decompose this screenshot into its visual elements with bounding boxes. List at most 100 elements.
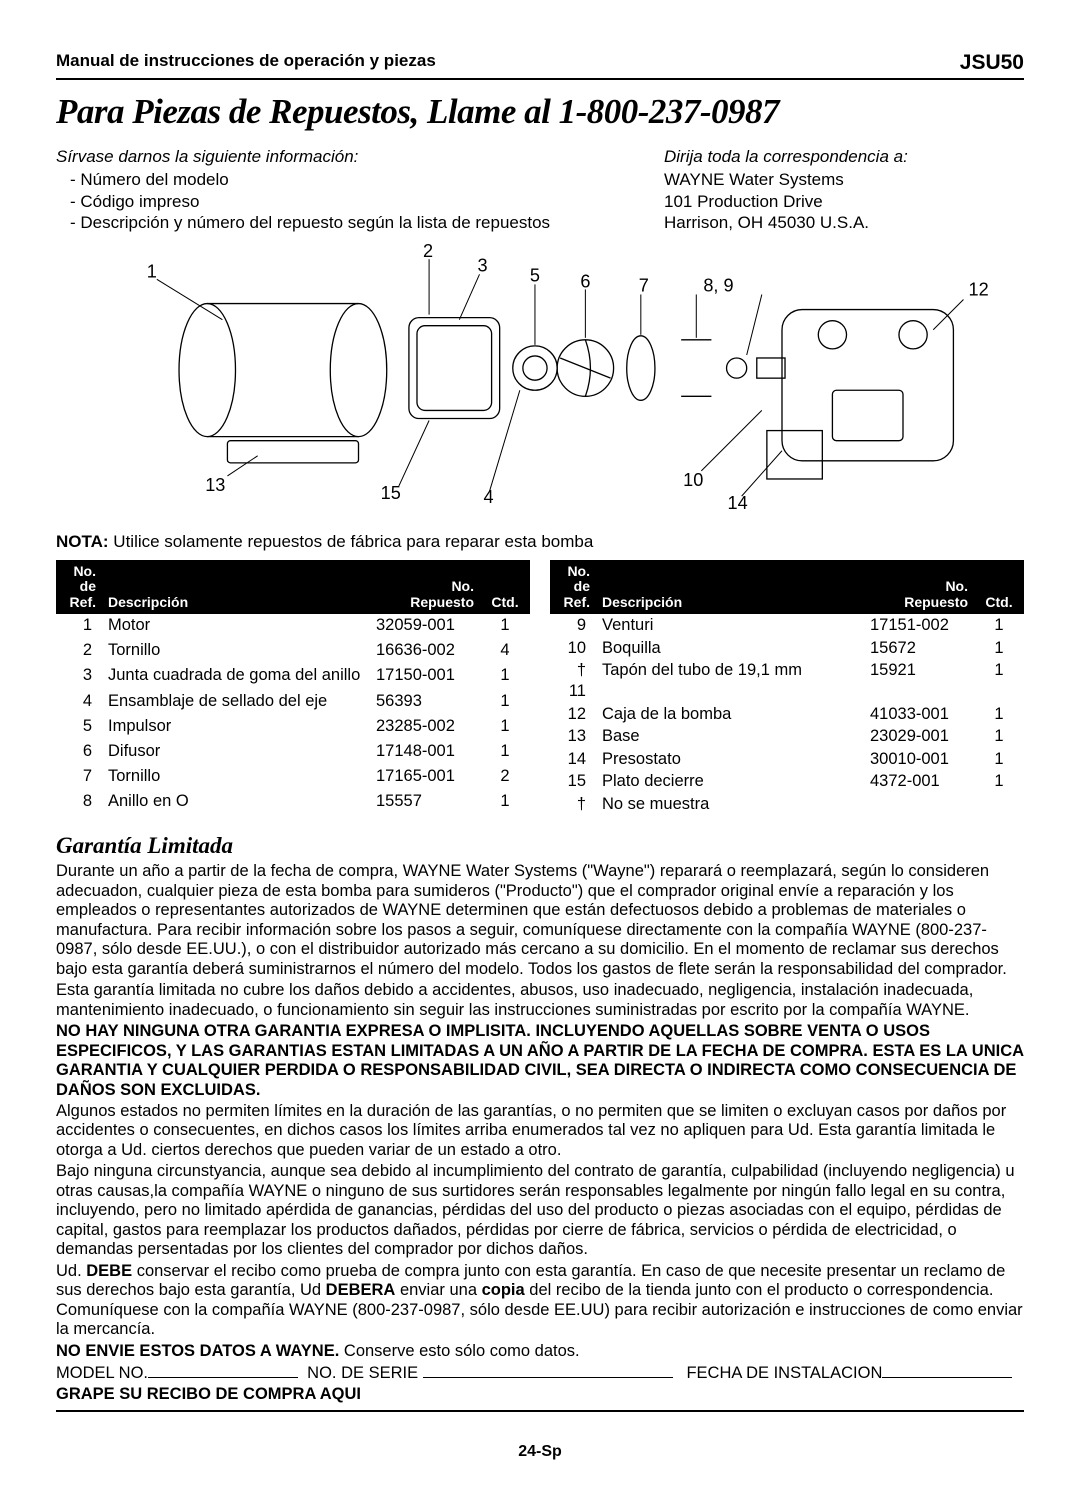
cell-part: 16636-002: [370, 639, 480, 664]
col-qty: Ctd.: [974, 560, 1024, 614]
cell-part: 17150-001: [370, 664, 480, 689]
cell-qty: [974, 793, 1024, 816]
cell-ref: 8: [56, 790, 102, 815]
warranty-p7: NO ENVIE ESTOS DATOS A WAYNE. Conserve e…: [56, 1342, 1024, 1361]
cell-desc: Junta cuadrada de goma del anillo: [102, 664, 370, 689]
cell-part: 23029-001: [864, 725, 974, 748]
col-ref: No.deRef.: [56, 560, 102, 614]
cell-qty: 1: [480, 614, 530, 639]
cell-qty: 1: [480, 690, 530, 715]
exploded-diagram: 1 2 3 5 6 7 8, 9 12 13 15 4 10 14: [56, 239, 1024, 521]
diagram-callout: 14: [728, 493, 748, 513]
table-row: 7Tornillo17165-0012: [56, 765, 530, 790]
cell-part: [864, 793, 974, 816]
cell-desc: Boquilla: [596, 637, 864, 660]
header-model-number: JSU50: [960, 50, 1024, 76]
col-desc: Descripción: [596, 560, 864, 614]
cell-qty: 1: [480, 740, 530, 765]
page-header: Manual de instrucciones de operación y p…: [56, 50, 1024, 80]
table-row: 5Impulsor23285-0021: [56, 715, 530, 740]
header-manual-title: Manual de instrucciones de operación y p…: [56, 50, 436, 76]
nota-body: Utilice solamente repuestos de fábrica p…: [109, 532, 594, 551]
cell-desc: Anillo en O: [102, 790, 370, 815]
parts-table-left: No.deRef. Descripción No.Repuesto Ctd. 1…: [56, 560, 530, 816]
serial-no-blank: [423, 1377, 673, 1378]
serial-no-label: NO. DE SERIE: [307, 1363, 418, 1384]
install-date-blank: [882, 1377, 1012, 1378]
table-row: 6Difusor17148-0011: [56, 740, 530, 765]
info-provide-line: - Descripción y número del repuesto segú…: [78, 212, 624, 233]
info-address-line: Harrison, OH 45030 U.S.A.: [664, 212, 1024, 233]
warranty-p1: Durante un año a partir de la fecha de c…: [56, 862, 1024, 979]
page-title: Para Piezas de Repuestos, Llame al 1-800…: [56, 90, 1024, 134]
info-address-line: 101 Production Drive: [664, 191, 1024, 212]
diagram-callout: 3: [477, 255, 487, 275]
diagram-callout: 15: [381, 483, 401, 503]
table-row: 10Boquilla156721: [550, 637, 1024, 660]
cell-ref: 5: [56, 715, 102, 740]
info-address-line: WAYNE Water Systems: [664, 169, 1024, 190]
warranty-p4: Algunos estados no permiten límites en l…: [56, 1102, 1024, 1160]
cell-desc: Difusor: [102, 740, 370, 765]
cell-ref: 14: [550, 748, 596, 771]
page-number: 24-Sp: [56, 1442, 1024, 1462]
col-qty: Ctd.: [480, 560, 530, 614]
cell-ref: 9: [550, 614, 596, 637]
model-no-label: MODEL NO.: [56, 1363, 148, 1384]
cell-desc: Tornillo: [102, 765, 370, 790]
info-provide-column: Sírvase darnos la siguiente información:…: [56, 146, 624, 233]
cell-part: 32059-001: [370, 614, 480, 639]
warranty-p5: Bajo ninguna circunstyancia, aunque sea …: [56, 1162, 1024, 1259]
cell-qty: 1: [974, 659, 1024, 702]
table-row: 4Ensamblaje de sellado del eje563931: [56, 690, 530, 715]
cell-desc: Venturi: [596, 614, 864, 637]
cell-part: 17165-001: [370, 765, 480, 790]
cell-part: 15921: [864, 659, 974, 702]
cell-part: 17148-001: [370, 740, 480, 765]
record-section: MODEL NO. NO. DE SERIE FECHA DE INSTALAC…: [56, 1363, 1024, 1412]
nota-text: NOTA: Utilice solamente repuestos de fáb…: [56, 531, 1024, 552]
cell-ref: 1: [56, 614, 102, 639]
diagram-callout: 8, 9: [703, 275, 733, 295]
diagram-callout: 5: [530, 265, 540, 285]
diagram-callout: 7: [639, 275, 649, 295]
cell-qty: 1: [974, 614, 1024, 637]
cell-part: 4372-001: [864, 770, 974, 793]
warranty-p3-bold: NO HAY NINGUNA OTRA GARANTIA EXPRESA O I…: [56, 1022, 1024, 1100]
cell-ref: 2: [56, 639, 102, 664]
cell-part: 17151-002: [864, 614, 974, 637]
cell-qty: 1: [480, 790, 530, 815]
table-row: 1Motor32059-0011: [56, 614, 530, 639]
diagram-callout: 13: [205, 475, 225, 495]
diagram-callout: 2: [423, 241, 433, 261]
table-row: 13Base23029-0011: [550, 725, 1024, 748]
diagram-callout: 6: [580, 271, 590, 291]
table-row: 9Venturi17151-0021: [550, 614, 1024, 637]
cell-qty: 4: [480, 639, 530, 664]
col-desc: Descripción: [102, 560, 370, 614]
cell-desc: Plato decierre: [596, 770, 864, 793]
cell-desc: Impulsor: [102, 715, 370, 740]
cell-qty: 1: [974, 748, 1024, 771]
cell-desc: Caja de la bomba: [596, 703, 864, 726]
parts-tables: No.deRef. Descripción No.Repuesto Ctd. 1…: [56, 560, 1024, 816]
cell-ref: 6: [56, 740, 102, 765]
table-row: 8Anillo en O155571: [56, 790, 530, 815]
cell-desc: Motor: [102, 614, 370, 639]
col-ref: No.deRef.: [550, 560, 596, 614]
cell-qty: 1: [974, 703, 1024, 726]
cell-qty: 1: [974, 770, 1024, 793]
cell-qty: 2: [480, 765, 530, 790]
cell-part: 56393: [370, 690, 480, 715]
cell-desc: Ensamblaje de sellado del eje: [102, 690, 370, 715]
install-date-label: FECHA DE INSTALACION: [686, 1363, 882, 1384]
cell-ref: 12: [550, 703, 596, 726]
table-row: 15Plato decierre4372-0011: [550, 770, 1024, 793]
info-section: Sírvase darnos la siguiente información:…: [56, 146, 1024, 233]
warranty-title: Garantía Limitada: [56, 832, 1024, 861]
table-row: †No se muestra: [550, 793, 1024, 816]
cell-desc: Base: [596, 725, 864, 748]
diagram-callout: 1: [147, 261, 157, 281]
table-row: 2Tornillo16636-0024: [56, 639, 530, 664]
warranty-p2: Esta garantía limitada no cubre los daño…: [56, 981, 1024, 1020]
